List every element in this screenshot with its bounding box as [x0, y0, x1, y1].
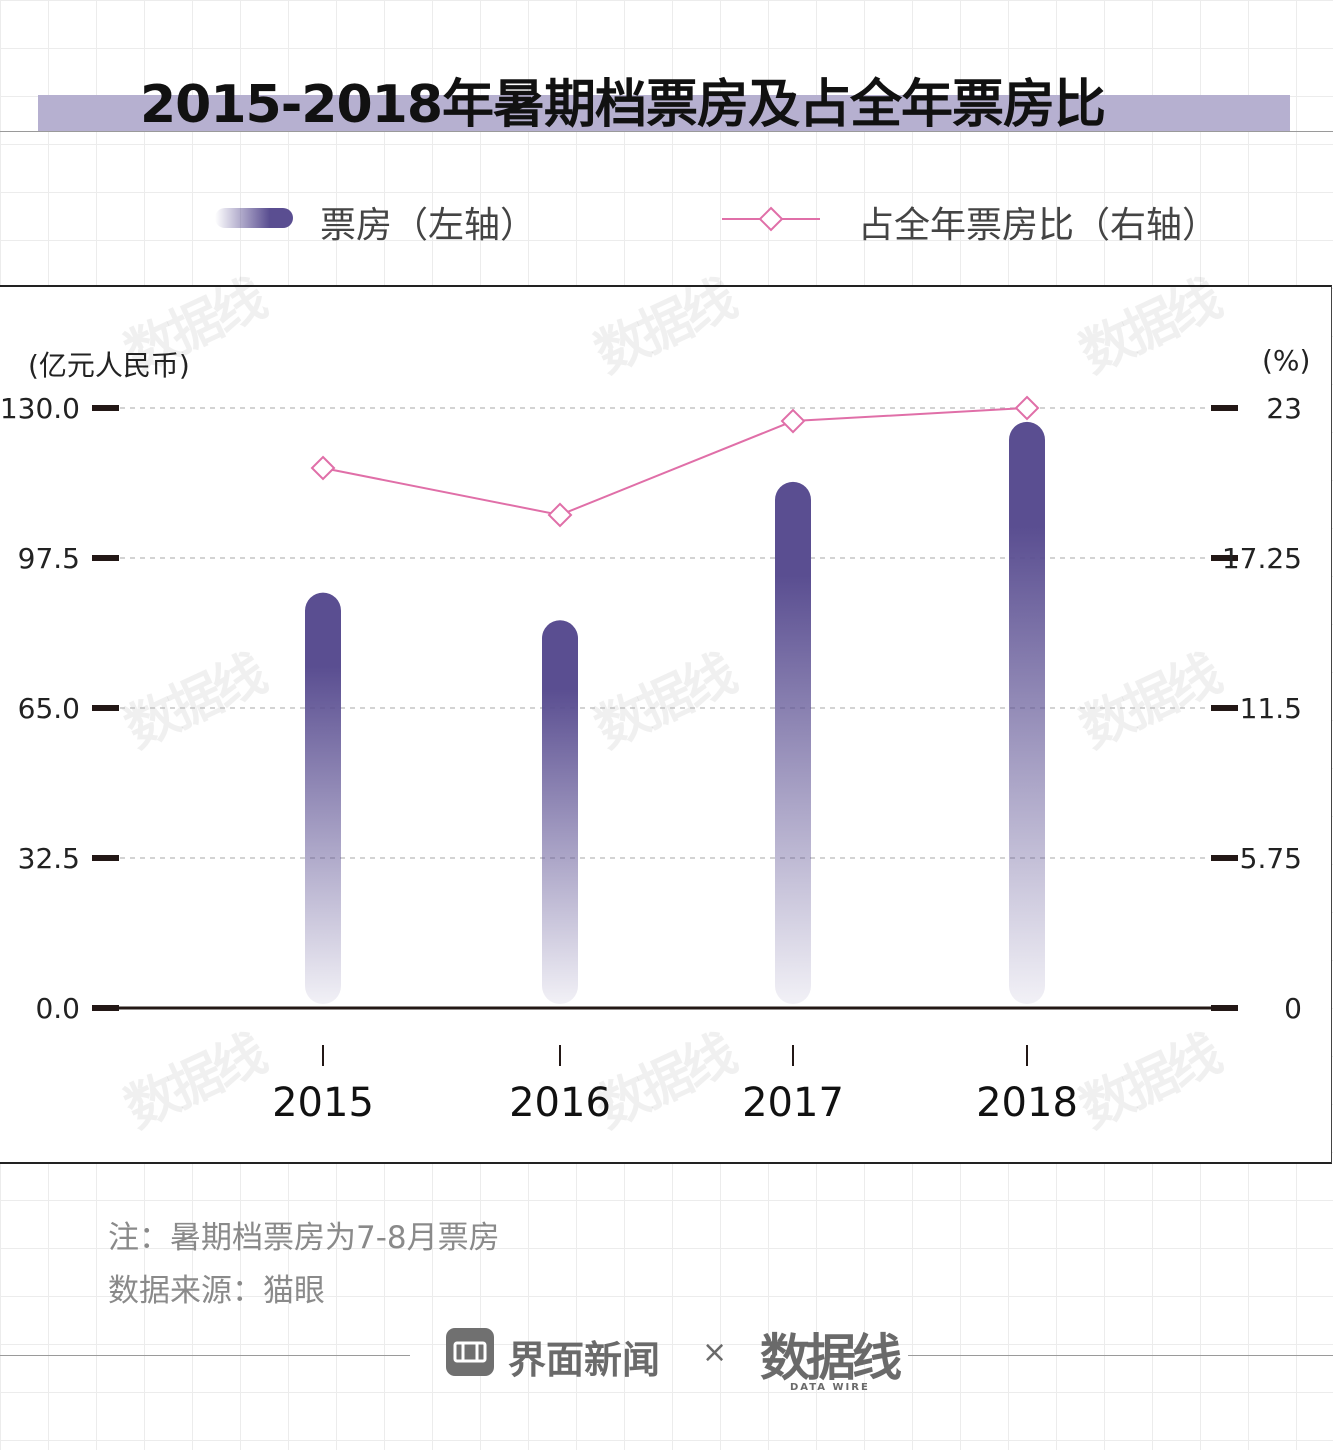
right-tick-label: 11.5	[1240, 692, 1302, 725]
right-tick-mark	[1211, 855, 1238, 861]
x-tick-label: 2015	[272, 1080, 374, 1126]
title-rule	[0, 131, 1333, 132]
left-tick-mark	[92, 405, 119, 411]
x-tick-label: 2016	[509, 1080, 611, 1126]
left-tick-label: 97.5	[18, 542, 80, 575]
bar-2017	[775, 481, 811, 1004]
chart-note: 注：暑期档票房为7-8月票房	[108, 1220, 500, 1256]
title-band	[38, 95, 1290, 131]
footer-rule-right	[908, 1355, 1333, 1356]
share-point-2017	[780, 408, 806, 434]
left-tick-mark	[92, 555, 119, 561]
left-tick-label: 65.0	[18, 692, 80, 725]
share-point-2018	[1014, 395, 1040, 421]
right-tick-mark	[1211, 555, 1238, 561]
left-axis-unit: (亿元人民币)	[28, 349, 190, 382]
plot-panel	[0, 285, 1332, 1164]
right-tick-label: 5.75	[1240, 842, 1302, 875]
legend-line-label: 占全年票房比（右轴）	[858, 205, 1219, 246]
brand-name: 界面新闻	[508, 1338, 661, 1382]
left-tick-mark	[92, 705, 119, 711]
brand-separator: ×	[702, 1335, 728, 1370]
left-tick-label: 130.0	[0, 392, 80, 425]
right-tick-mark	[1211, 705, 1238, 711]
chart-canvas: 0.0 0 32.5 5.75 65.0 11.5 97.5 17.25 130.0 23 2015…	[0, 392, 1302, 1126]
partner-logo: 数据线	[760, 1329, 902, 1387]
legend-bar-swatch	[215, 208, 293, 228]
left-tick-label: 0.0	[35, 992, 80, 1025]
x-tick-label: 2017	[742, 1080, 844, 1126]
legend-bar-label: 票房（左轴）	[320, 205, 537, 246]
share-point-2016	[547, 502, 573, 528]
share-line	[322, 407, 1028, 516]
footer-rule-left	[0, 1355, 410, 1356]
right-tick-label: 0	[1284, 992, 1302, 1025]
right-axis-unit: (%)	[1262, 344, 1311, 377]
chart-title: 2015-2018年暑期档票房及占全年票房比	[140, 75, 1106, 135]
data-source: 数据来源：猫眼	[108, 1273, 325, 1309]
x-tick-label: 2018	[976, 1080, 1078, 1126]
left-tick-label: 32.5	[18, 842, 80, 875]
right-tick-label: 17.25	[1222, 542, 1302, 575]
partner-logo-sub: DATA WIRE	[790, 1382, 870, 1393]
bar-2018	[1009, 421, 1045, 1004]
brand-logo-icon	[446, 1328, 494, 1376]
right-tick-mark	[1211, 405, 1238, 411]
bar-2016	[542, 620, 578, 1004]
legend-line-swatch	[722, 206, 820, 232]
bar-2015	[305, 592, 341, 1004]
right-tick-label: 23	[1266, 392, 1302, 425]
share-point-2015	[310, 455, 336, 481]
left-tick-mark	[92, 855, 119, 861]
